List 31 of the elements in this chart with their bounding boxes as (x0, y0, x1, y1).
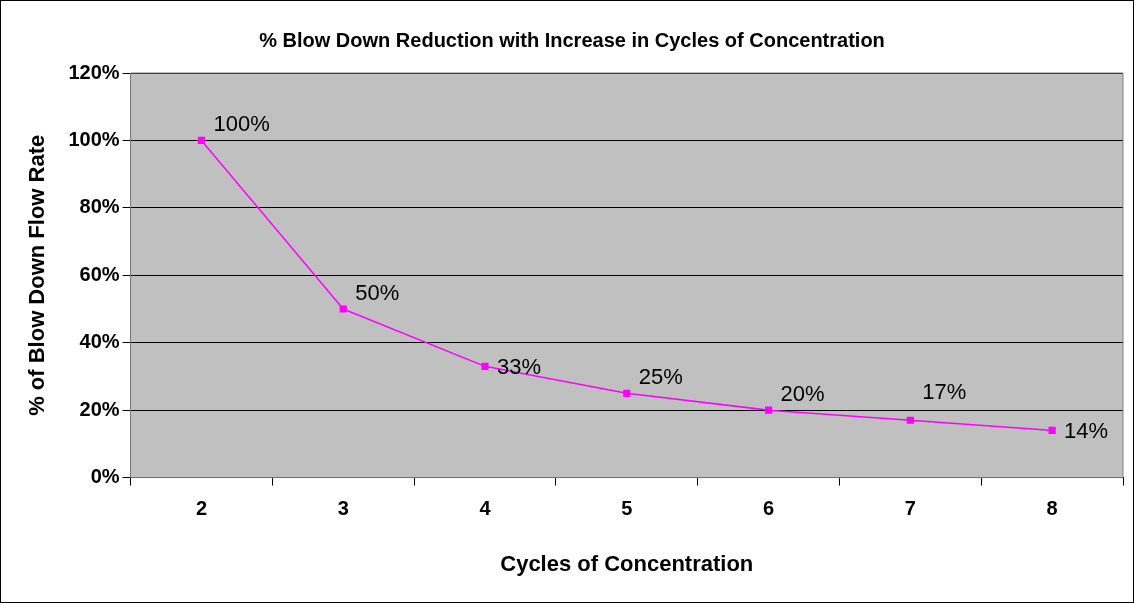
y-tick-label: 0% (90, 465, 120, 488)
point (906, 416, 914, 424)
y-tick-label: 120% (68, 60, 120, 83)
data-label: 50% (355, 280, 400, 306)
data-label: 14% (1064, 418, 1109, 444)
point (623, 389, 631, 397)
x-tick-label: 3 (337, 497, 349, 520)
point (481, 362, 489, 370)
point (339, 305, 347, 313)
data-label: 20% (780, 381, 825, 407)
y-tick-label: 60% (79, 262, 120, 285)
x-tick-label: 4 (479, 497, 492, 520)
data-label: 33% (497, 354, 542, 380)
x-tick-label: 5 (621, 497, 633, 520)
x-axis-title: Cycles of Concentration (500, 550, 754, 576)
point (1048, 426, 1056, 434)
data-label: 25% (638, 364, 683, 390)
x-tick-label: 6 (762, 497, 775, 520)
data-label: 17% (922, 379, 967, 405)
y-tick-label: 100% (68, 127, 120, 150)
y-tick-label: 20% (79, 397, 120, 420)
point (197, 136, 206, 145)
x-tick-label: 8 (1046, 497, 1058, 520)
chart-title: % Blow Down Reduction with Increase in Cycles of Concentration (259, 28, 885, 51)
x-tick-label: 7 (904, 497, 916, 520)
y-axis-title: % of Blow Down Flow Rate (24, 134, 50, 416)
y-tick-label: 80% (79, 195, 120, 218)
point (764, 406, 773, 414)
x-tick-label: 2 (195, 497, 207, 520)
y-tick-label: 40% (79, 330, 120, 353)
data-label: 100% (213, 111, 270, 137)
